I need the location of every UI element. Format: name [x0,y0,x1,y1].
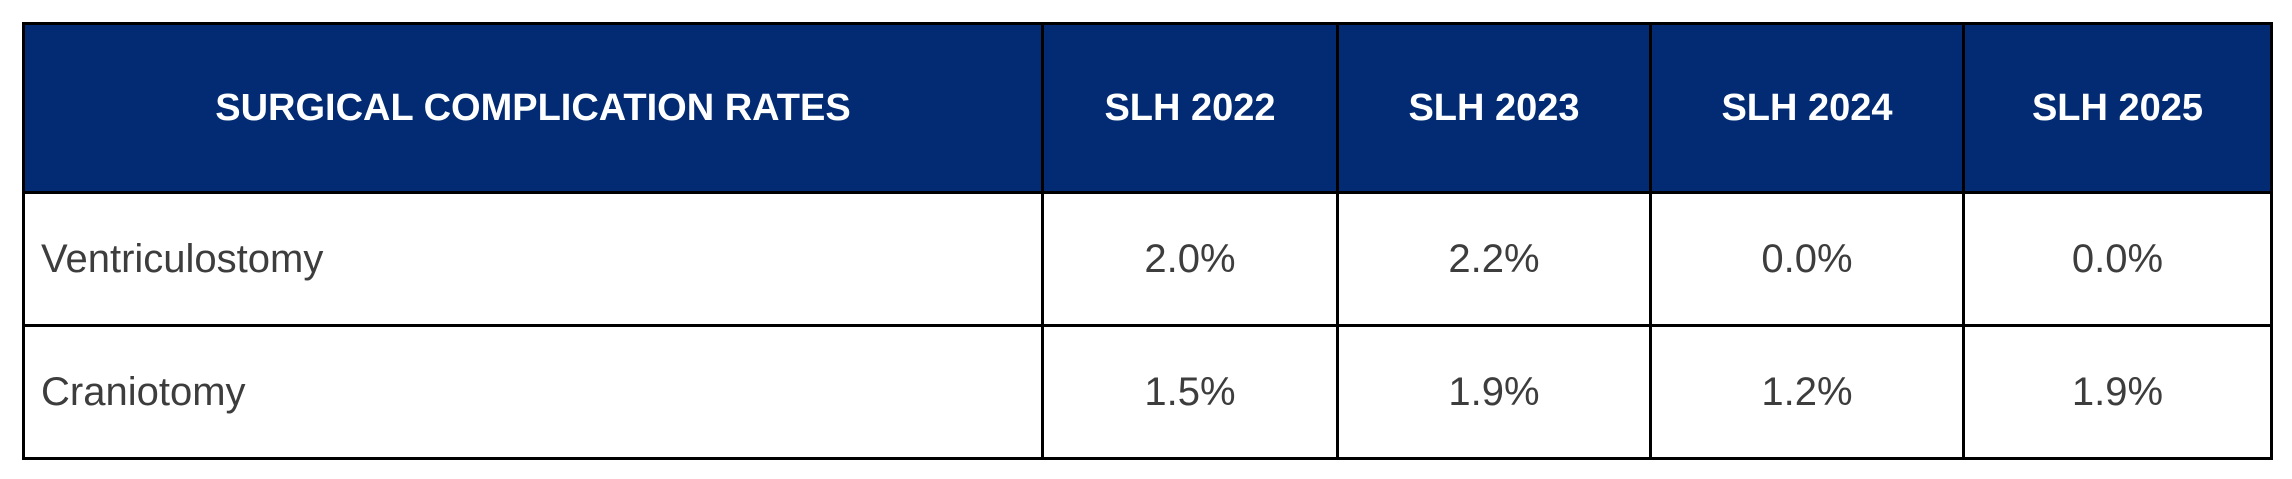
cell-value: 2.0% [1041,191,1339,327]
cell-value: 1.9% [1962,324,2273,460]
table-row: Craniotomy 1.5% 1.9% 1.2% 1.9% [22,324,2273,460]
table-body: Ventriculostomy 2.0% 2.2% 0.0% 0.0% Craniotom… [22,191,2273,460]
cell-value: 0.0% [1962,191,2273,327]
cell-value: 2.2% [1336,191,1652,327]
row-label: Craniotomy [22,324,1044,460]
column-header: SLH 2024 [1649,22,1965,194]
column-header: SURGICAL COMPLICATION RATES [22,22,1044,194]
cell-value: 0.0% [1649,191,1965,327]
complication-table: SURGICAL COMPLICATION RATES SLH 2022 SLH 2… [22,22,2273,460]
header-row: SURGICAL COMPLICATION RATES SLH 2022 SLH 2… [22,22,2273,194]
row-label: Ventriculostomy [22,191,1044,327]
column-header: SLH 2022 [1041,22,1339,194]
column-header: SLH 2023 [1336,22,1652,194]
cell-value: 1.5% [1041,324,1339,460]
cell-value: 1.9% [1336,324,1652,460]
column-header: SLH 2025 [1962,22,2273,194]
table-row: Ventriculostomy 2.0% 2.2% 0.0% 0.0% [22,191,2273,327]
cell-value: 1.2% [1649,324,1965,460]
